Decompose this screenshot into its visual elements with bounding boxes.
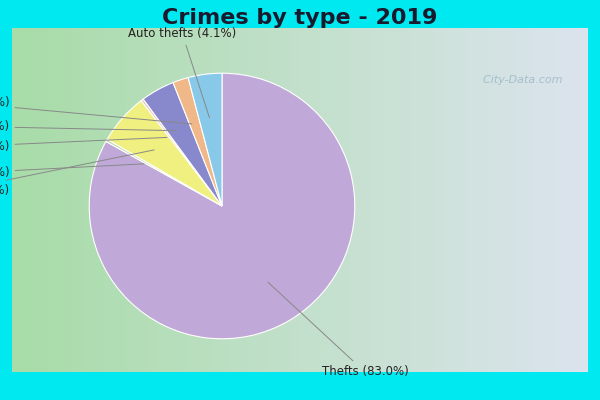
- Wedge shape: [107, 101, 222, 206]
- Text: Robberies (1.9%): Robberies (1.9%): [0, 96, 192, 124]
- Text: Thefts (83.0%): Thefts (83.0%): [268, 282, 409, 378]
- Text: Crimes by type - 2019: Crimes by type - 2019: [163, 8, 437, 28]
- Text: Burglaries (6.2%): Burglaries (6.2%): [0, 150, 154, 196]
- Wedge shape: [173, 78, 222, 206]
- Text: Arson (0.3%): Arson (0.3%): [0, 138, 167, 153]
- Wedge shape: [188, 73, 222, 206]
- Text: City-Data.com: City-Data.com: [476, 74, 562, 85]
- Text: Assaults (4.1%): Assaults (4.1%): [0, 120, 177, 133]
- Wedge shape: [106, 139, 222, 206]
- Text: Auto thefts (4.1%): Auto thefts (4.1%): [128, 27, 236, 118]
- Wedge shape: [143, 82, 222, 206]
- Text: Rapes (0.3%): Rapes (0.3%): [0, 164, 144, 179]
- Wedge shape: [89, 73, 355, 339]
- Wedge shape: [141, 99, 222, 206]
